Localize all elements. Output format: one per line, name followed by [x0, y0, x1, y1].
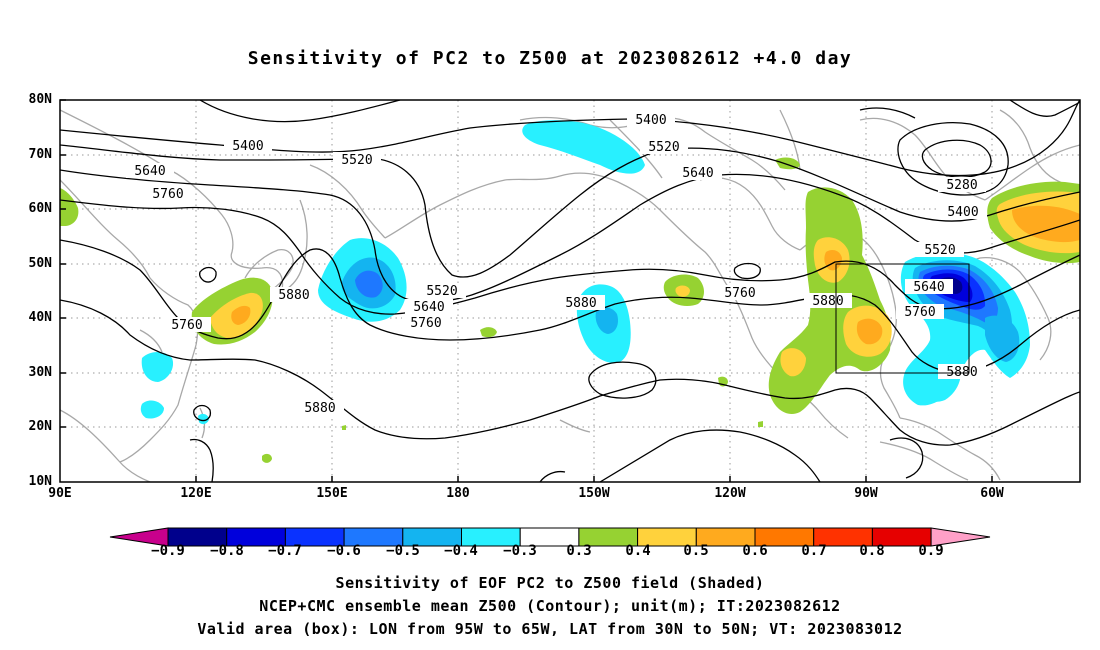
contour-label: 5760 [171, 318, 202, 333]
caption-line-1: Sensitivity of EOF PC2 to Z500 field (Sh… [335, 574, 765, 592]
contour-label: 5640 [134, 164, 165, 179]
lat-label: 60N [28, 201, 52, 216]
lon-label: 150E [316, 486, 348, 501]
contour-labels: 5400 5400 5400 5520 5520 5520 5520 5640 … [126, 112, 987, 416]
colorbar [109, 527, 991, 547]
lon-label: 120W [714, 486, 746, 501]
contour-label: 5760 [152, 187, 183, 202]
colorbar-label: 0.8 [859, 543, 885, 559]
colorbar-label: −0.9 [151, 543, 185, 559]
colorbar-label: −0.4 [444, 543, 478, 559]
lat-label: 20N [28, 419, 52, 434]
contour-label: 5640 [682, 166, 713, 181]
lat-label: 80N [28, 92, 52, 107]
colorbar-label: 0.3 [566, 543, 592, 559]
lat-label: 70N [28, 147, 52, 162]
map-frame [59, 99, 1081, 483]
lon-label: 90E [48, 486, 72, 501]
contour-label: 5520 [924, 243, 955, 258]
colorbar-label: 0.4 [625, 543, 651, 559]
lon-label: 180 [446, 486, 470, 501]
contour-label: 5520 [341, 153, 372, 168]
colorbar-label: −0.5 [386, 543, 420, 559]
lon-label: 90W [854, 486, 878, 501]
valid-area-box [835, 263, 970, 374]
contour-label: 5880 [565, 296, 596, 311]
lon-label: 60W [980, 486, 1004, 501]
lon-label: 150W [578, 486, 610, 501]
contour-label: 5520 [648, 140, 679, 155]
contour-label: 5880 [304, 401, 335, 416]
caption-line-3: Valid area (box): LON from 95W to 65W, L… [197, 620, 903, 638]
contour-label: 5640 [913, 280, 944, 295]
contour-label: 5760 [724, 286, 755, 301]
colorbar-label: −0.7 [268, 543, 302, 559]
lon-label: 120E [180, 486, 212, 501]
contour-label: 5880 [278, 288, 309, 303]
colorbar-label: −0.6 [327, 543, 361, 559]
contour-label: 5520 [426, 284, 457, 299]
lat-label: 10N [28, 474, 52, 489]
colorbar-label: 0.5 [683, 543, 709, 559]
caption-line-2: NCEP+CMC ensemble mean Z500 (Contour); u… [259, 597, 841, 615]
contour-label: 5640 [413, 300, 444, 315]
colorbar-label: −0.3 [503, 543, 537, 559]
lat-label: 40N [28, 310, 52, 325]
colorbar-label: 0.6 [742, 543, 768, 559]
contour-label: 5760 [904, 305, 935, 320]
contour-label: 5760 [410, 316, 441, 331]
figure-title: Sensitivity of PC2 to Z500 at 2023082612… [247, 48, 853, 69]
contour-label: 5880 [812, 294, 843, 309]
colorbar-label: 0.7 [801, 543, 827, 559]
contour-label: 5400 [635, 113, 666, 128]
axis-ticks [60, 99, 993, 482]
contour-label: 5280 [946, 178, 977, 193]
contour-label: 5400 [232, 139, 263, 154]
colorbar-label: −0.8 [210, 543, 244, 559]
colorbar-high-extend [930, 527, 991, 547]
coastlines [60, 109, 1080, 482]
colorbar-label: 0.9 [918, 543, 944, 559]
contour-label: 5400 [947, 205, 978, 220]
lat-label: 30N [28, 365, 52, 380]
lat-label: 50N [28, 256, 52, 271]
